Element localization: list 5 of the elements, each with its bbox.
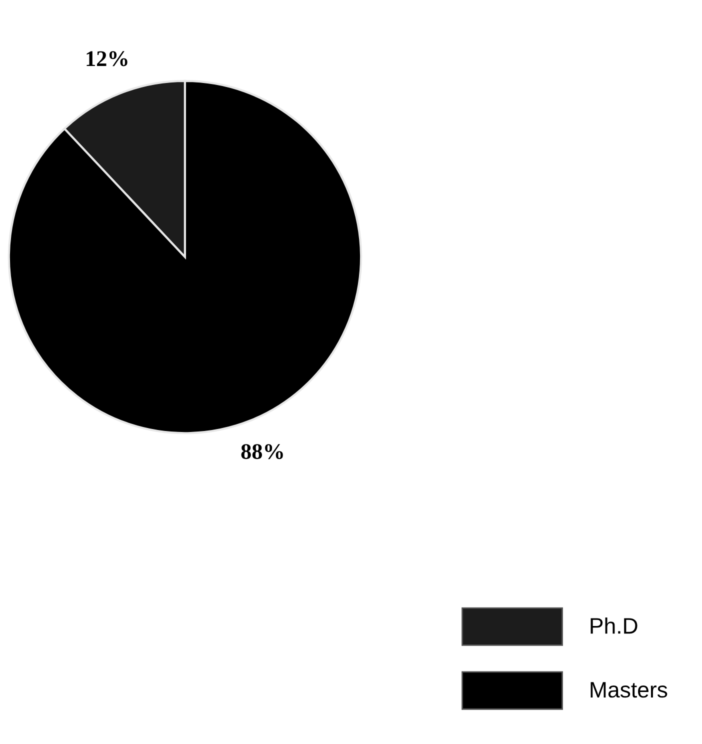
pie-slice [8,80,362,434]
data-label: 88% [241,444,283,460]
legend-label: Masters [590,682,668,698]
legend-label: Ph.D [590,617,638,634]
data-label: 12% [86,51,128,66]
